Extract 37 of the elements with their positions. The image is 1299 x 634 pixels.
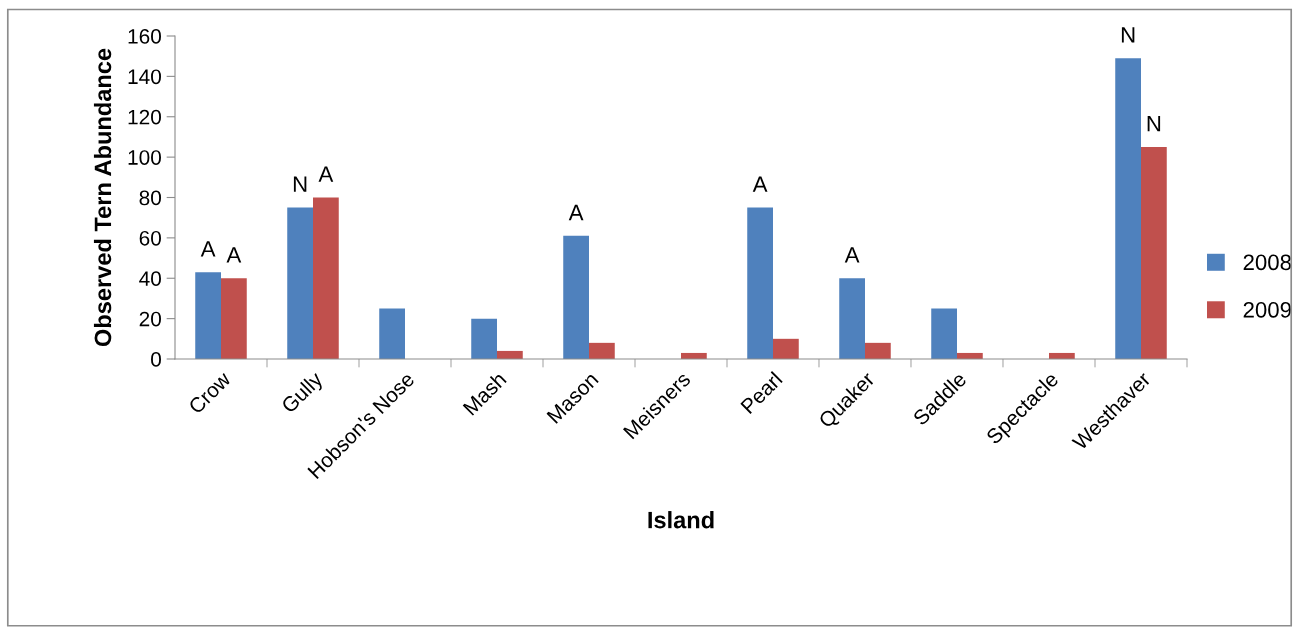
bar [1141,147,1167,359]
annotation: N [1121,27,1135,43]
y-tick-label: 60 [139,230,161,246]
annotation: A [568,204,584,221]
y-tick-label: 120 [128,109,161,125]
bar [379,308,405,359]
annotation: A [226,247,242,263]
bar [221,278,247,359]
y-tick-label: 100 [128,150,161,165]
legend-label: 2009 [1243,301,1291,318]
annotation: A [200,241,216,257]
y-tick-label: 0 [151,352,161,367]
bar [931,308,957,359]
bar [839,278,865,359]
y-tick-label: 140 [128,69,161,85]
x-axis-title: Island [648,511,714,529]
y-tick-label: 40 [139,271,161,286]
bar [773,338,799,359]
y-tick-label: 160 [128,29,161,44]
annotation: N [293,176,307,192]
annotation: A [844,247,860,263]
bar [589,342,615,359]
bar [865,342,891,359]
y-tick-label: 20 [139,311,161,327]
legend-label: 2008 [1243,254,1292,271]
bar [1115,58,1141,359]
bar [195,272,221,359]
annotation: A [318,166,334,182]
y-axis-title: Observed Tern Abundance [93,48,112,347]
bar [471,318,497,359]
bar [287,207,313,359]
bar [563,235,589,359]
bar [313,197,339,359]
annotation: N [1147,116,1161,132]
annotation: A [752,176,768,192]
bar [747,207,773,359]
y-tick-label: 80 [139,190,161,206]
